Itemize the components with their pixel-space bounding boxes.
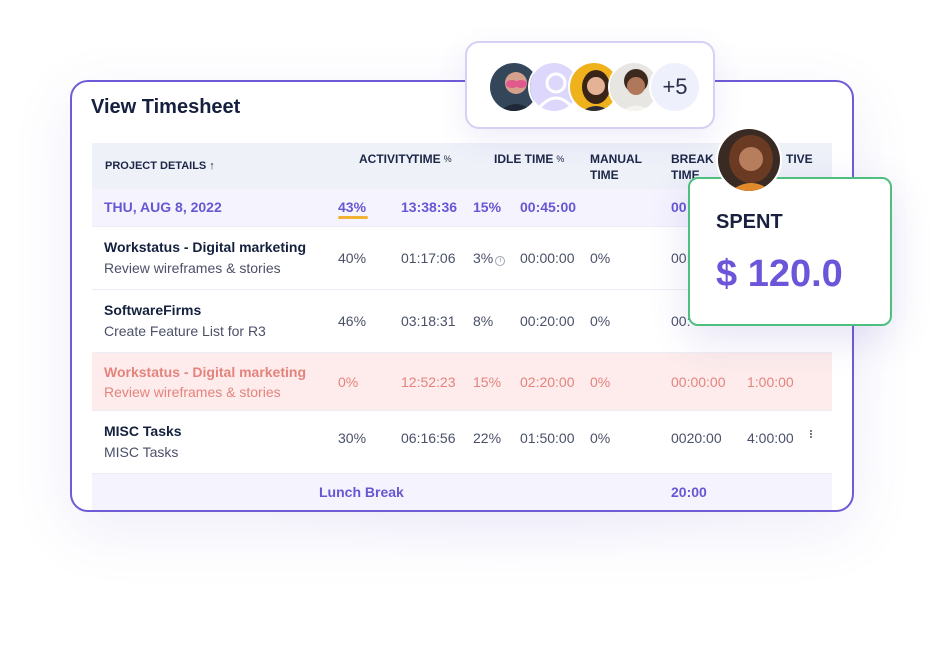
col-activity-label: ACTIVITY: [359, 152, 414, 166]
row-project: MISC Tasks: [104, 423, 182, 439]
col-manual-label-2: TIME: [590, 168, 619, 182]
row-manual: 0%: [590, 250, 611, 266]
col-manual-label-1: MANUAL: [590, 152, 642, 166]
col-idle-percent: %: [556, 154, 565, 164]
row-idle: 3% i: [473, 250, 506, 266]
row-task: Review wireframes & stories: [104, 260, 281, 276]
row-task: MISC Tasks: [104, 444, 179, 460]
team-avatar-group[interactable]: +5: [465, 41, 715, 129]
row-idle-time: 02:20:00: [520, 374, 575, 390]
col-idle-label: IDLE TIME: [494, 152, 554, 166]
col-time[interactable]: TIME%: [412, 151, 452, 167]
row-activity: 0%: [338, 374, 359, 390]
row-task: Create Feature List for R3: [104, 323, 266, 339]
row-idle-value: 3%: [473, 250, 494, 266]
row-idle: 15%: [473, 374, 502, 390]
table-row-deleted[interactable]: Workstatus - Digital marketing Review wi…: [92, 353, 832, 411]
date-time: 13:38:36: [401, 199, 458, 215]
date-break: 00: [671, 199, 687, 215]
table-row[interactable]: SoftwareFirms Create Feature List for R3…: [92, 290, 832, 353]
row-project: SoftwareFirms: [104, 302, 202, 318]
col-break-label-1: BREAK: [671, 152, 714, 166]
row-idle-time: 00:20:00: [520, 313, 575, 329]
row-idle: 8%: [473, 313, 494, 329]
col-activity[interactable]: ACTIVITY: [359, 151, 414, 167]
row-manual: 0%: [590, 430, 611, 446]
col-time-label: TIME: [412, 152, 441, 166]
row-break: 0020:00: [671, 430, 722, 446]
row-activity: 46%: [338, 313, 367, 329]
row-idle: 22%: [473, 430, 502, 446]
row-manual: 0%: [590, 374, 611, 390]
row-break: 00:: [671, 250, 691, 266]
date-idle-time: 00:45:00: [520, 199, 577, 215]
row-activity: 40%: [338, 250, 367, 266]
row-task: Review wireframes & stories: [104, 384, 281, 400]
row-time: 12:52:23: [401, 374, 456, 390]
date-idle: 15%: [473, 199, 502, 215]
activity-highlight-bar: [338, 216, 368, 219]
col-time-percent: %: [443, 154, 452, 164]
col-productive[interactable]: TIVE: [786, 152, 813, 166]
lunch-break-row: Lunch Break 20:00: [92, 474, 832, 510]
row-extra: 4:00:00: [747, 430, 794, 446]
table-row[interactable]: Workstatus - Digital marketing Review wi…: [92, 227, 832, 290]
row-time: 03:18:31: [401, 313, 456, 329]
row-idle-time: 01:50:00: [520, 430, 575, 446]
col-break-time[interactable]: BREAK TIME: [671, 151, 714, 183]
row-idle-time: 00:00:00: [520, 250, 575, 266]
date-activity: 43%: [338, 199, 367, 215]
info-icon[interactable]: i: [495, 256, 506, 266]
row-time: 01:17:06: [401, 250, 456, 266]
avatar-placeholder[interactable]: [528, 61, 580, 113]
row-break: 00:00:00: [671, 374, 726, 390]
row-activity: 30%: [338, 430, 367, 446]
date-label: THU, AUG 8, 2022: [104, 199, 222, 215]
break-label: Lunch Break: [319, 484, 404, 500]
kebab-menu-icon[interactable]: [808, 429, 814, 443]
col-manual-time[interactable]: MANUAL TIME: [590, 151, 642, 183]
row-manual: 0%: [590, 313, 611, 329]
row-break: 00:: [671, 313, 691, 329]
break-value: 20:00: [671, 484, 707, 500]
spent-card: SPENT $ 120.0: [688, 177, 892, 326]
page-title: View Timesheet: [91, 96, 241, 118]
spent-value: $ 120.0: [716, 253, 843, 295]
col-project-details[interactable]: PROJECT DETAILS ↑: [105, 160, 215, 172]
row-extra: 1:00:00: [747, 374, 794, 390]
row-project: Workstatus - Digital marketing: [104, 364, 307, 380]
col-idle-time[interactable]: IDLE TIME%: [494, 151, 564, 167]
table-row[interactable]: MISC Tasks MISC Tasks 30% 06:16:56 22% 0…: [92, 411, 832, 474]
row-project: Workstatus - Digital marketing: [104, 239, 307, 255]
spent-label: SPENT: [716, 211, 783, 233]
more-members-count[interactable]: +5: [649, 61, 701, 113]
avatar[interactable]: [716, 127, 782, 193]
row-time: 06:16:56: [401, 430, 456, 446]
